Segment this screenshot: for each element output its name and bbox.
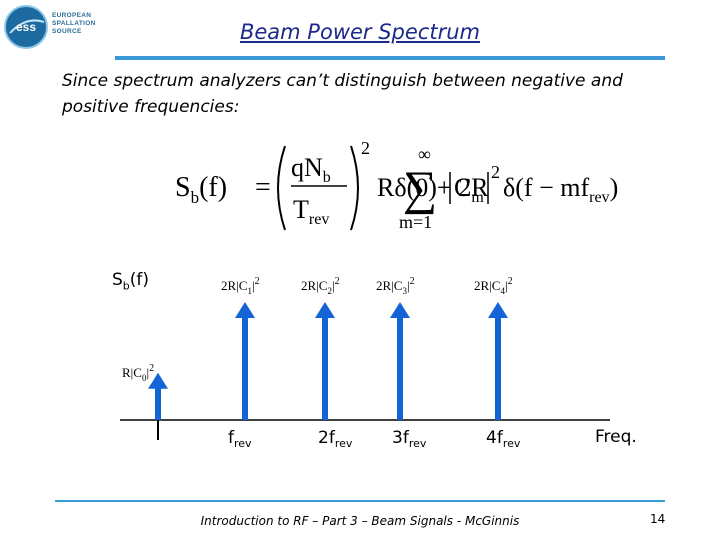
formula-numerator: qNb [291, 153, 331, 186]
ess-logo: ess [4, 5, 48, 49]
formula-equals: = [255, 172, 271, 203]
page-number: 14 [650, 512, 666, 526]
spectral-lines: R|C0|2 2R|C1|2 2R|C2|2 2R|C3|2 2R|C4|2 [122, 276, 513, 420]
formula-denominator: Trev [293, 195, 329, 228]
formula-coefficient: Cm [454, 173, 484, 206]
spectral-line-3 [397, 316, 403, 420]
arrow-head-3 [390, 302, 410, 318]
tick-label-2: 2frev [318, 428, 353, 450]
footer-rule [55, 500, 665, 502]
logo-wordmark: EUROPEAN SPALLATION SOURCE [52, 12, 96, 36]
frequency-ticks: frev 2frev 3frev 4frev [228, 428, 521, 450]
spectral-line-1 [242, 316, 248, 420]
axis-label: Sb(f) [112, 270, 150, 293]
arrow-head-2 [315, 302, 335, 318]
logo-line-1: EUROPEAN [52, 12, 92, 19]
spectrum-diagram: R|C0|2 2R|C1|2 2R|C2|2 2R|C3|2 2R|C4|2 frev 2… [120, 276, 610, 450]
logo-line-2: SPALLATION [52, 20, 96, 27]
formula-lhs: Sb(f) [175, 172, 227, 207]
arrow-head-4 [488, 302, 508, 318]
line-label-0: R|C0|2 [122, 363, 154, 383]
logo-mark: ess [16, 20, 36, 34]
spectral-line-0 [155, 386, 161, 420]
tick-label-4: 4frev [486, 428, 521, 450]
arrow-head-0 [148, 372, 168, 389]
spectrum-formula: Sb(f) = qNb Trev 2 Rδ(0)+ 2R ∞ ∑ m=1 Cm … [175, 138, 618, 232]
line-label-4: 2R|C4|2 [474, 276, 513, 296]
spectral-line-4 [495, 316, 501, 420]
slide-title: Beam Power Spectrum [239, 20, 480, 44]
title-rule [115, 56, 665, 60]
sum-symbol: ∑ [403, 162, 437, 215]
tick-label-1: frev [228, 428, 252, 450]
formula-sum-bottom: m=1 [399, 212, 432, 232]
formula-power: 2 [361, 138, 370, 158]
footer-text: Introduction to RF – Part 3 – Beam Signa… [200, 514, 520, 528]
tick-label-3: 3frev [392, 428, 427, 450]
line-label-2: 2R|C2|2 [301, 276, 340, 296]
formula-sum-top: ∞ [418, 144, 431, 164]
line-label-3: 2R|C3|2 [376, 276, 415, 296]
logo-line-3: SOURCE [52, 28, 82, 35]
line-label-1: 2R|C1|2 [221, 276, 260, 296]
arrow-head-1 [235, 302, 255, 318]
frequency-axis-label: Freq. [595, 427, 637, 447]
formula-delta: δ(f − mfrev) [503, 173, 618, 206]
intro-text: Since spectrum analyzers can’t distingui… [62, 71, 623, 117]
spectral-line-2 [322, 316, 328, 420]
formula-term1: Rδ(0)+ 2R [377, 173, 489, 202]
formula-coef-power: 2 [491, 162, 500, 182]
